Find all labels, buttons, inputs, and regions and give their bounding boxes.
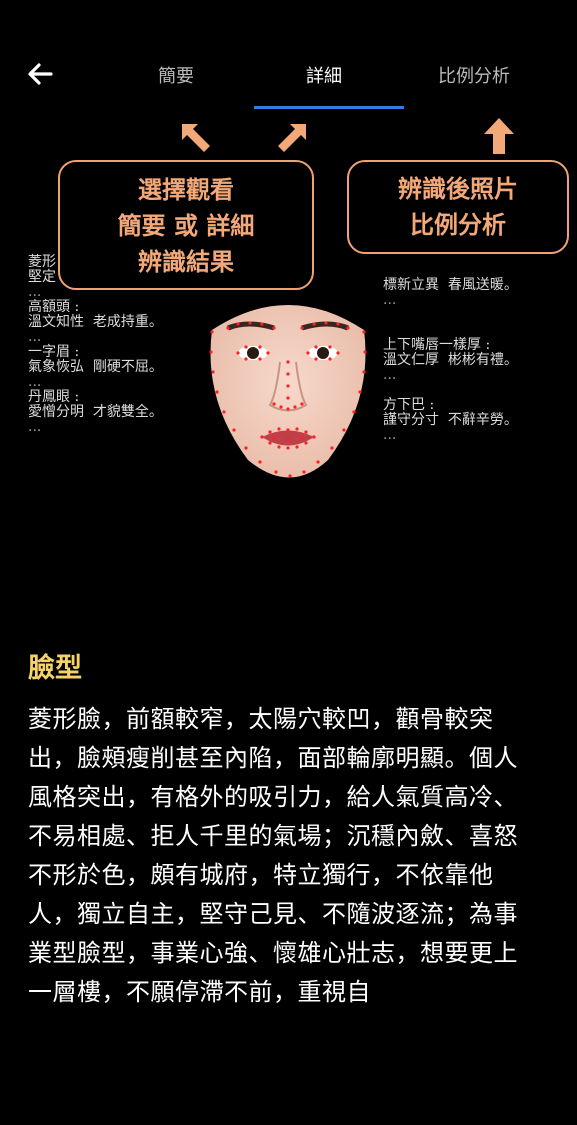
arrow-up-left-icon xyxy=(182,124,210,152)
ellipsis: ... xyxy=(28,329,42,345)
trait-title: 菱形 xyxy=(28,254,56,270)
trait-title: 方下巴 : xyxy=(383,397,435,413)
arrow-up-icon xyxy=(484,118,514,154)
trait-desc: 溫文仁厚 彬彬有禮。 xyxy=(383,352,518,368)
hint-line: 辨識結果 xyxy=(138,248,234,276)
trait-desc: 氣象恢弘 剛硬不屈。 xyxy=(28,359,163,375)
active-tab-indicator xyxy=(254,106,404,109)
traits-right: 標新立異 春風送暖。... 上下嘴唇一樣厚 : 溫文仁厚 彬彬有禮。... 方下巴 :… xyxy=(383,263,518,458)
traits-left: 菱形 堅定... 高額頭 : 溫文知性 老成持重。... 一字眉 : 氣象恢弘 剛硬不屈。… xyxy=(28,240,163,450)
back-button[interactable] xyxy=(22,56,58,92)
ellipsis: ... xyxy=(28,374,42,390)
ellipsis: ... xyxy=(383,292,397,308)
hint-box-select-view: 選擇觀看 簡要 或 詳細 辨識結果 xyxy=(58,160,314,290)
trait-desc: 溫文知性 老成持重。 xyxy=(28,314,163,330)
hint-line: 簡要 或 詳細 xyxy=(117,212,255,240)
trait-title: 高額頭 : xyxy=(28,299,80,315)
trait-desc: 愛憎分明 才貌雙全。 xyxy=(28,404,163,420)
ellipsis: ... xyxy=(383,367,397,383)
section-title: 臉型 xyxy=(28,653,82,684)
arrow-left-icon xyxy=(28,63,53,85)
ellipsis: ... xyxy=(383,427,397,443)
tab-summary[interactable]: 簡要 xyxy=(158,66,194,87)
trait-desc: 堅定 xyxy=(28,269,56,285)
arrow-up-right-icon xyxy=(278,124,306,152)
trait-desc: 謹守分寸 不辭辛勞。 xyxy=(383,412,518,428)
hint-line: 辨識後照片 xyxy=(398,175,518,203)
trait-title: 丹鳳眼 : xyxy=(28,389,80,405)
ellipsis: ... xyxy=(28,419,42,435)
tab-proportion-analysis[interactable]: 比例分析 xyxy=(438,66,510,87)
trait-title: 上下嘴唇一樣厚 : xyxy=(383,337,491,353)
hint-line: 比例分析 xyxy=(410,211,506,239)
trait-title: 一字眉 : xyxy=(28,344,80,360)
hint-box-proportion: 辨識後照片 比例分析 xyxy=(347,160,569,254)
face-landmark-image xyxy=(198,290,378,490)
trait-desc: 標新立異 春風送暖。 xyxy=(383,277,518,293)
ellipsis: ... xyxy=(28,284,42,300)
tab-detail[interactable]: 詳細 xyxy=(306,66,342,87)
section-body: 菱形臉，前額較窄，太陽穴較凹，顴骨較突出，臉頰瘦削甚至內陷，面部輪廓明顯。個人風… xyxy=(28,705,518,1006)
hint-line: 選擇觀看 xyxy=(138,176,234,204)
